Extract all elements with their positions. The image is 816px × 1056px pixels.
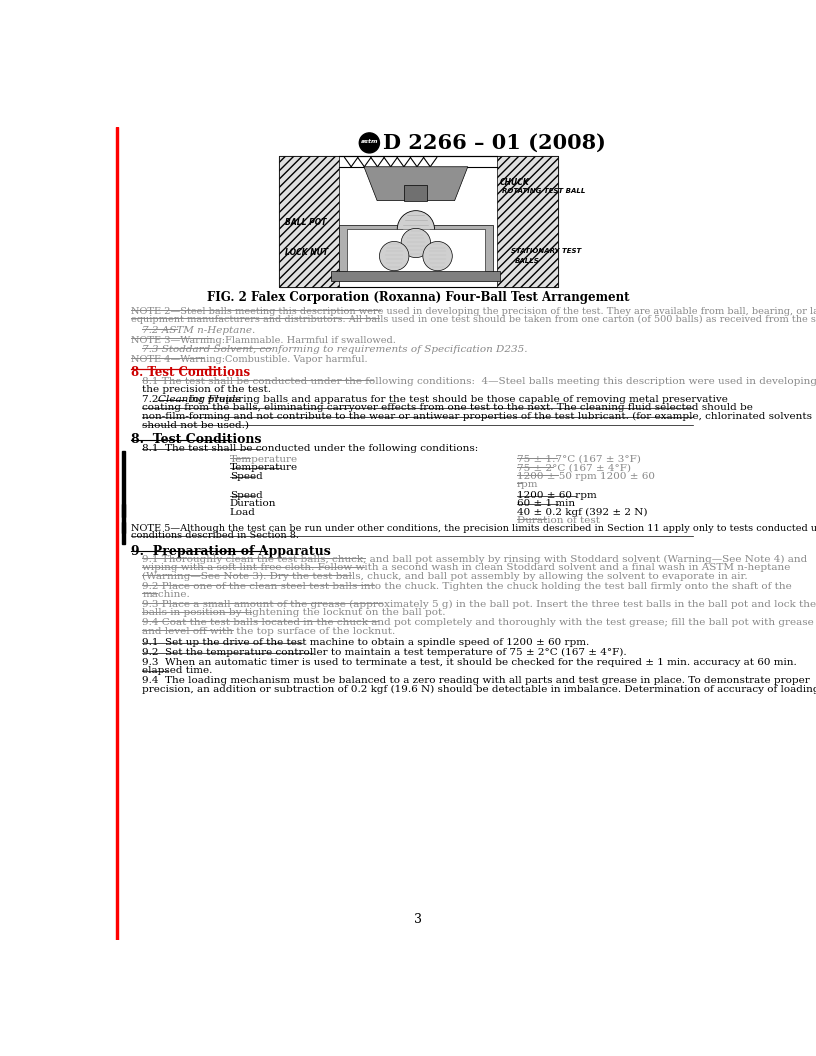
Text: 1200 ± 60 rpm: 1200 ± 60 rpm — [517, 491, 596, 499]
Bar — [122, 504, 125, 517]
Polygon shape — [364, 167, 468, 201]
Text: 8.  Test Conditions: 8. Test Conditions — [131, 433, 262, 446]
Text: NOTE 4—Warning:Combustible. Vapor harmful.: NOTE 4—Warning:Combustible. Vapor harmfu… — [131, 355, 368, 364]
Bar — [116, 127, 118, 940]
Text: CHUCK: CHUCK — [499, 177, 530, 187]
Bar — [404, 185, 428, 201]
Text: for preparing balls and apparatus for the test should be those capable of removi: for preparing balls and apparatus for th… — [186, 395, 728, 404]
Bar — [279, 156, 339, 287]
Text: 9.3 Place a small amount of the grease (approximately 5 g) in the ball pot. Inse: 9.3 Place a small amount of the grease (… — [142, 600, 816, 609]
Text: Temperature: Temperature — [230, 464, 298, 472]
Text: 9.1  Set up the drive of the test machine to obtain a spindle speed of 1200 ± 60: 9.1 Set up the drive of the test machine… — [142, 638, 589, 647]
Bar — [497, 156, 557, 287]
Bar — [122, 522, 125, 533]
Text: Duration of test: Duration of test — [517, 516, 600, 525]
Text: FIG. 2 Falex Corporation (Roxanna) Four-Ball Test Arrangement: FIG. 2 Falex Corporation (Roxanna) Four-… — [207, 291, 629, 304]
Text: conditions described in Section 8.: conditions described in Section 8. — [131, 531, 299, 541]
Text: 3: 3 — [415, 913, 422, 926]
Text: 8.1 The test shall be conducted under the following conditions:  4—Steel balls m: 8.1 The test shall be conducted under th… — [142, 377, 816, 385]
Text: (Warning—See Note 3). Dry the test balls, chuck, and ball pot assembly by allowi: (Warning—See Note 3). Dry the test balls… — [142, 571, 748, 581]
Bar — [347, 229, 485, 271]
Text: non-film-forming and not contribute to the wear or antiwear properties of the te: non-film-forming and not contribute to t… — [142, 412, 812, 421]
Text: 40 ± 0.2 kgf (392 ± 2 N): 40 ± 0.2 kgf (392 ± 2 N) — [517, 508, 647, 516]
Text: 9.4 Coat the test balls located in the chuck and pot completely and thoroughly w: 9.4 Coat the test balls located in the c… — [142, 618, 814, 627]
Text: Speed: Speed — [230, 472, 263, 480]
Text: 9.4  The loading mechanism must be balanced to a zero reading with all parts and: 9.4 The loading mechanism must be balanc… — [142, 676, 810, 685]
Text: Load: Load — [230, 508, 255, 516]
Circle shape — [397, 210, 434, 247]
Bar — [331, 270, 500, 282]
Text: 75 ± 2°C (167 ± 4°F): 75 ± 2°C (167 ± 4°F) — [517, 464, 631, 472]
Text: 7.2 ASTM n-Heptane.: 7.2 ASTM n-Heptane. — [142, 325, 255, 335]
Text: and level off with the top surface of the locknut.: and level off with the top surface of th… — [142, 626, 396, 636]
Text: astm: astm — [361, 138, 378, 144]
Text: 8. Test Conditions: 8. Test Conditions — [131, 365, 251, 379]
Bar — [122, 451, 125, 544]
Text: 75 ± 1.7°C (167 ± 3°F): 75 ± 1.7°C (167 ± 3°F) — [517, 455, 641, 464]
Text: 9.2 Place one of the clean steel test balls into the chuck. Tighten the chuck ho: 9.2 Place one of the clean steel test ba… — [142, 582, 792, 590]
Circle shape — [359, 133, 379, 153]
Text: rpm: rpm — [517, 480, 538, 489]
Text: 1200 ± 50 rpm 1200 ± 60: 1200 ± 50 rpm 1200 ± 60 — [517, 472, 654, 480]
Text: coating from the balls, eliminating carryover effects from one test to the next.: coating from the balls, eliminating carr… — [142, 403, 753, 413]
Text: BALLS: BALLS — [515, 258, 540, 264]
Text: NOTE 2—Steel balls meeting this description were used in developing the precisio: NOTE 2—Steel balls meeting this descript… — [131, 307, 816, 316]
Text: 7.3 Stoddard Solvent, conforming to requirements of Specification D235.: 7.3 Stoddard Solvent, conforming to requ… — [142, 345, 528, 354]
Text: 9.2  Set the temperature controller to maintain a test temperature of 75 ± 2°C (: 9.2 Set the temperature controller to ma… — [142, 648, 627, 657]
Text: NOTE 3—Warning:Flammable. Harmful if swallowed.: NOTE 3—Warning:Flammable. Harmful if swa… — [131, 336, 397, 344]
Text: 9.1 Thoroughly clean the test balls, chuck, and ball pot assembly by rinsing wit: 9.1 Thoroughly clean the test balls, chu… — [142, 555, 808, 564]
Bar — [279, 156, 557, 287]
Text: precision, an addition or subtraction of 0.2 kgf (19.6 N) should be detectable i: precision, an addition or subtraction of… — [142, 684, 816, 694]
Text: BALL POT: BALL POT — [285, 218, 326, 227]
Text: machine.: machine. — [142, 590, 190, 599]
Text: Temperature: Temperature — [230, 455, 298, 464]
Text: STATIONARY TEST: STATIONARY TEST — [511, 248, 582, 254]
Circle shape — [379, 242, 409, 270]
Text: 9.  Preparation of Apparatus: 9. Preparation of Apparatus — [131, 545, 331, 558]
Text: elapsed time.: elapsed time. — [142, 666, 213, 675]
Text: ROTATING TEST BALL: ROTATING TEST BALL — [502, 188, 585, 194]
Text: balls in position by tightening the locknut on the ball pot.: balls in position by tightening the lock… — [142, 608, 446, 618]
Text: wiping with a soft lint-free cloth. Follow with a second wash in clean Stoddard : wiping with a soft lint-free cloth. Foll… — [142, 564, 791, 572]
Circle shape — [401, 228, 431, 258]
Text: 9.3  When an automatic timer is used to terminate a test, it should be checked f: 9.3 When an automatic timer is used to t… — [142, 658, 797, 667]
Text: LOCK NUT: LOCK NUT — [285, 248, 328, 258]
Text: Duration: Duration — [230, 499, 277, 508]
Text: 60 ± 1 min: 60 ± 1 min — [517, 499, 574, 508]
Text: NOTE 5—Although the test can be run under other conditions, the precision limits: NOTE 5—Although the test can be run unde… — [131, 524, 816, 532]
Text: 7.2: 7.2 — [142, 395, 162, 404]
Text: D 2266 – 01 (2008): D 2266 – 01 (2008) — [383, 133, 605, 153]
Text: should not be used.): should not be used.) — [142, 420, 250, 429]
Text: the precision of the test.: the precision of the test. — [142, 385, 271, 394]
Bar — [339, 225, 493, 276]
Text: 8.1  The test shall be conducted under the following conditions:: 8.1 The test shall be conducted under th… — [142, 444, 478, 453]
Circle shape — [423, 242, 452, 270]
Text: Speed: Speed — [230, 491, 263, 499]
Text: Cleaning Fluids: Cleaning Fluids — [157, 395, 241, 404]
Text: equipment manufacturers and distributors. All balls used in one test should be t: equipment manufacturers and distributors… — [131, 315, 816, 324]
